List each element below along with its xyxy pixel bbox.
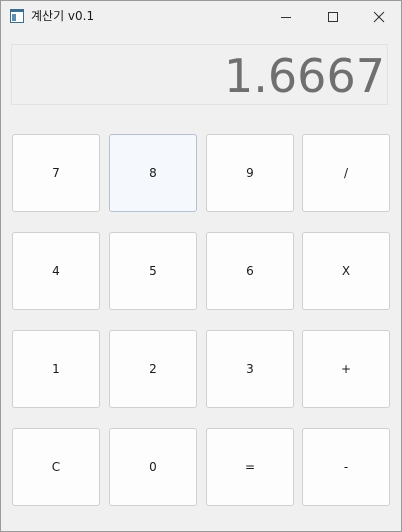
key-1[interactable]: 1	[12, 330, 100, 408]
key-0[interactable]: 0	[109, 428, 197, 506]
maximize-icon	[328, 11, 338, 22]
key-equals[interactable]: =	[206, 428, 294, 506]
window-title: 계산기 v0.1	[31, 9, 95, 23]
minimize-icon	[281, 16, 291, 18]
maximize-button[interactable]	[310, 1, 356, 32]
minimize-button[interactable]	[263, 1, 309, 32]
close-button[interactable]	[356, 1, 402, 32]
key-clear[interactable]: C	[12, 428, 100, 506]
key-multiply[interactable]: X	[302, 232, 390, 310]
key-divide[interactable]: /	[302, 134, 390, 212]
app-window-icon	[10, 9, 24, 23]
key-3[interactable]: 3	[206, 330, 294, 408]
result-display: 1.6667	[11, 44, 388, 105]
key-7[interactable]: 7	[12, 134, 100, 212]
key-plus[interactable]: +	[302, 330, 390, 408]
key-5[interactable]: 5	[109, 232, 197, 310]
key-4[interactable]: 4	[12, 232, 100, 310]
key-9[interactable]: 9	[206, 134, 294, 212]
key-6[interactable]: 6	[206, 232, 294, 310]
display-value: 1.6667	[224, 49, 385, 103]
title-bar[interactable]: 계산기 v0.1	[1, 1, 401, 32]
key-2[interactable]: 2	[109, 330, 197, 408]
key-minus[interactable]: -	[302, 428, 390, 506]
key-8[interactable]: 8	[109, 134, 197, 212]
close-icon	[373, 11, 385, 22]
